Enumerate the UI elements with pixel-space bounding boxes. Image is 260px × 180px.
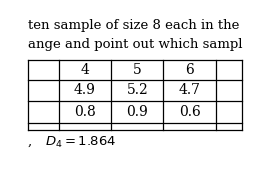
Text: ,: , <box>29 135 37 148</box>
Text: 4.9: 4.9 <box>74 83 96 97</box>
Text: 0.6: 0.6 <box>179 105 200 119</box>
Text: 5: 5 <box>133 63 142 77</box>
Text: ten sample of size 8 each in the: ten sample of size 8 each in the <box>29 19 244 32</box>
Text: 5.2: 5.2 <box>126 83 148 97</box>
Text: $D_4 = 1.864$: $D_4 = 1.864$ <box>45 135 116 150</box>
Text: 6: 6 <box>185 63 194 77</box>
Text: 4: 4 <box>80 63 89 77</box>
Text: ange and point out which sampl: ange and point out which sampl <box>29 38 243 51</box>
Text: 0.8: 0.8 <box>74 105 96 119</box>
Text: 4.7: 4.7 <box>179 83 201 97</box>
Text: 0.9: 0.9 <box>126 105 148 119</box>
